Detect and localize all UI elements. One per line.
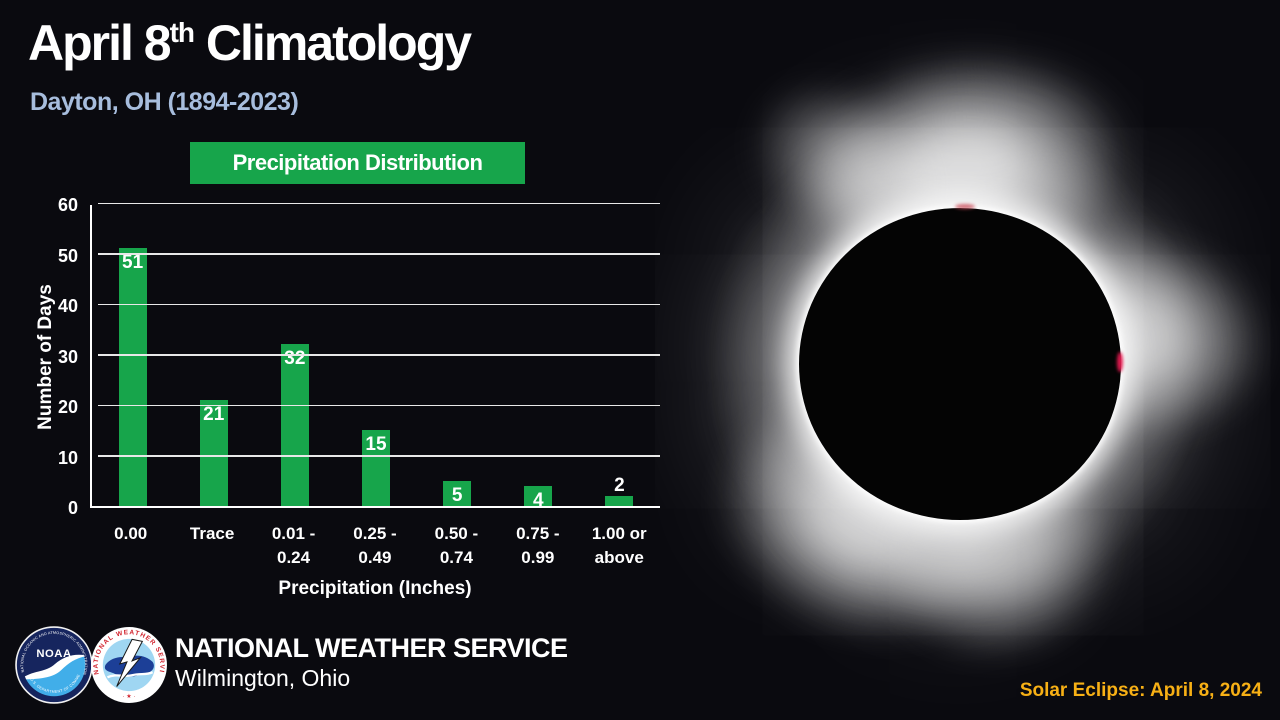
bar-0.01 - 0.24 [280,344,309,506]
gridline-10 [98,455,660,457]
office-location: Wilmington, Ohio [175,665,351,691]
bar-value-label: 2 [614,474,625,496]
x-tick-label: 0.00 [114,524,148,543]
gridline-20 [98,404,660,406]
x-axis-title: Precipitation (Inches) [278,578,472,599]
bar-value-label: 51 [122,252,144,274]
nws-logo-stars: · ★ · [122,693,135,700]
y-axis-ticks: 0 10 20 30 40 50 60 [18,195,78,518]
bar-slot-Trace: 21 [173,205,254,506]
solar-prominence-top [955,204,975,209]
nws-logo-icon: NATIONAL WEATHER SERVICE · ★ · [90,626,167,703]
bar-0.00 [118,248,147,506]
y-tick-label: 40 [57,296,78,316]
bar-value-label: 32 [284,348,306,370]
y-tick-label: 0 [67,498,78,518]
y-tick-label: 10 [57,447,78,468]
bar-slots: 51 21 32 15 5 4 2 [92,205,660,510]
precipitation-chart: Number of Days 0 10 20 30 40 50 60 51 21 32 15 5 4 2… [0,0,700,640]
bar-0.50 - 0.74 [443,480,472,506]
bar-Trace [199,399,228,506]
y-tick-label: 60 [57,195,78,215]
bar-value-label: 5 [451,484,463,506]
bar-slot-0.01 - 0.24: 32 [254,205,335,506]
bar-0.75 - 0.99 [524,485,553,506]
eclipse-caption: Solar Eclipse: April 8, 2024 [1019,680,1262,701]
bar-slot-1.00 or above: 2 [579,205,660,506]
noaa-logo-icon: NOAA NATIONAL OCEANIC AND ATMOSPHERIC AD… [15,626,93,704]
y-tick-label: 20 [57,397,78,417]
gridline-40 [98,303,660,305]
page-subtitle: Dayton, OH (1894-2023) [30,88,299,116]
title-suffix: Climatology [194,15,472,71]
bar-1.00 or above [605,495,634,506]
plot-area: 51 21 32 15 5 4 2 [90,202,660,510]
y-tick-label: 50 [57,245,78,266]
bar-slot-0.00: 51 [92,205,173,506]
organization-name: NATIONAL WEATHER SERVICE [175,633,568,663]
noaa-logo-text: NOAA [36,648,71,660]
bar-slot-0.75 - 0.99: 4 [498,205,579,510]
bar-slot-0.25 - 0.49: 15 [335,205,416,506]
x-axis-ticks: 0.00 Trace 0.01 -0.24 0.25 -0.49 0.50 -0.74 0… [90,522,660,570]
title-superscript: th [169,17,195,48]
y-tick-label: 30 [57,346,78,367]
solar-prominence-right [1117,352,1123,372]
chart-title-banner: Precipitation Distribution [190,142,525,184]
x-tick-label: 0.75 -0.99 [516,524,560,567]
gridline-30 [98,354,660,356]
page-title: April 8th Climatology [28,14,472,72]
bar-value-label: 21 [203,403,225,425]
x-tick-label: 0.50 -0.74 [434,524,479,567]
bar-slot-0.50 - 0.74: 5 [417,205,498,506]
bar-value-label: 15 [365,434,387,456]
moon-disk [799,208,1121,520]
x-tick-label: 1.00 or above [591,524,647,567]
bar-value-label: 4 [532,489,544,511]
gridline-60 [98,202,660,204]
x-tick-label: 0.25 -0.49 [353,524,397,567]
title-prefix: April 8 [28,15,172,71]
x-tick-label: 0.01 -0.24 [271,524,316,567]
bar-0.25 - 0.49 [361,430,390,506]
solar-eclipse-photo [655,0,1280,720]
gridline-50 [98,253,660,255]
x-tick-label: Trace [189,524,235,543]
